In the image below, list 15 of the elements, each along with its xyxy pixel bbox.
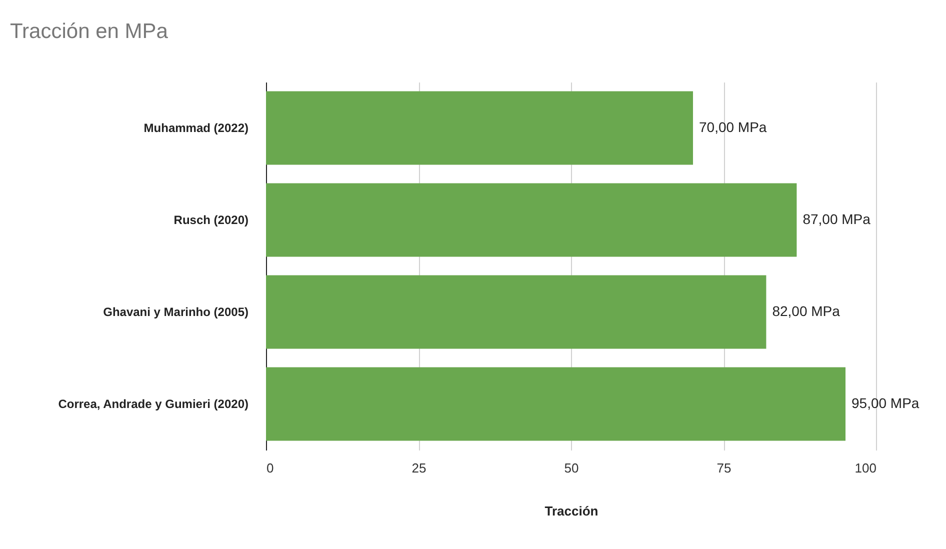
- y-tick-label: Correa, Andrade y Gumieri (2020): [58, 397, 248, 411]
- y-tick-label: Rusch (2020): [174, 213, 248, 227]
- data-label: 82,00 MPa: [772, 303, 840, 319]
- data-label: 70,00 MPa: [699, 119, 767, 135]
- x-tick-label: 0: [266, 460, 274, 476]
- data-label: 95,00 MPa: [852, 395, 920, 411]
- x-tick-label: 100: [854, 460, 876, 476]
- data-label: 87,00 MPa: [802, 211, 871, 227]
- x-axis-title: Tracción: [544, 504, 598, 518]
- x-tick-label: 25: [412, 460, 426, 476]
- x-tick-label: 75: [716, 460, 732, 476]
- y-tick-label: Ghavani y Marinho (2005): [103, 305, 248, 319]
- x-tick-label: 50: [564, 460, 579, 476]
- y-tick-label: Muhammad (2022): [144, 121, 248, 135]
- text: Tracción en MPa: [10, 20, 168, 43]
